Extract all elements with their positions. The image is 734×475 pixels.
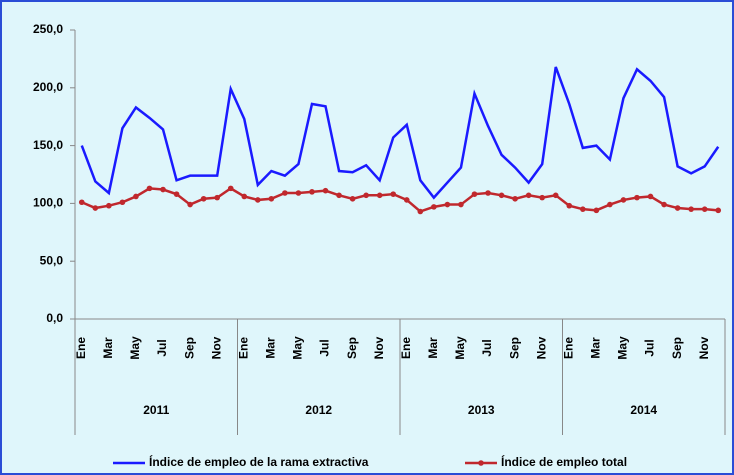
point-marker bbox=[282, 190, 288, 196]
point-marker bbox=[119, 199, 126, 206]
legend-label: Índice de empleo total bbox=[501, 454, 627, 469]
x-tick-label: May bbox=[616, 336, 630, 360]
point-marker bbox=[715, 207, 722, 214]
point-marker bbox=[431, 204, 437, 210]
point-marker bbox=[593, 207, 600, 214]
point-marker bbox=[241, 193, 248, 200]
point-marker bbox=[620, 197, 627, 203]
x-tick-label: Sep bbox=[670, 337, 684, 359]
x-tick-label: Nov bbox=[697, 336, 711, 359]
x-tick-label: Sep bbox=[507, 337, 521, 359]
legend-marker bbox=[478, 460, 484, 466]
point-marker bbox=[363, 192, 369, 199]
point-marker bbox=[200, 195, 207, 202]
x-tick-label: Jul bbox=[155, 339, 169, 356]
y-tick-label: 100,0 bbox=[33, 196, 63, 210]
point-marker bbox=[647, 193, 654, 200]
point-marker bbox=[227, 185, 234, 192]
x-tick-label: Nov bbox=[209, 336, 223, 359]
point-marker bbox=[309, 189, 315, 195]
point-marker bbox=[322, 187, 329, 194]
y-tick-label: 150,0 bbox=[33, 138, 63, 152]
point-marker bbox=[674, 205, 681, 211]
point-marker bbox=[539, 194, 545, 201]
point-marker bbox=[498, 192, 505, 199]
x-tick-label: May bbox=[128, 336, 142, 360]
point-marker bbox=[525, 192, 532, 199]
point-marker bbox=[688, 206, 694, 212]
point-marker bbox=[580, 206, 586, 212]
point-marker bbox=[146, 185, 153, 192]
point-marker bbox=[512, 195, 518, 202]
y-tick-label: 0,0 bbox=[46, 311, 63, 325]
point-marker bbox=[444, 201, 451, 208]
point-marker bbox=[403, 197, 410, 203]
legend-label: Índice de empleo de la rama extractiva bbox=[149, 454, 369, 469]
point-marker bbox=[471, 191, 478, 197]
x-tick-label: Ene bbox=[561, 337, 575, 359]
point-marker bbox=[133, 193, 139, 200]
x-tick-label: Nov bbox=[372, 336, 386, 359]
point-marker bbox=[214, 194, 220, 201]
x-tick-label: Mar bbox=[264, 337, 278, 359]
point-marker bbox=[376, 192, 383, 199]
x-tick-label: Nov bbox=[534, 336, 548, 359]
point-marker bbox=[92, 205, 99, 211]
point-marker bbox=[417, 208, 424, 215]
group-label: 2013 bbox=[468, 403, 495, 417]
y-tick-label: 50,0 bbox=[40, 253, 64, 267]
point-marker bbox=[336, 192, 342, 199]
x-tick-label: May bbox=[291, 336, 305, 360]
point-marker bbox=[485, 190, 491, 196]
series-line bbox=[80, 66, 720, 200]
point-marker bbox=[173, 191, 180, 197]
point-marker bbox=[160, 186, 166, 193]
point-marker bbox=[458, 201, 464, 208]
y-tick-label: 200,0 bbox=[33, 80, 63, 94]
point-marker bbox=[701, 206, 708, 212]
point-marker bbox=[255, 197, 261, 203]
x-tick-label: May bbox=[453, 336, 467, 360]
group-label: 2011 bbox=[143, 403, 169, 417]
point-marker bbox=[349, 195, 356, 202]
point-marker bbox=[268, 195, 275, 202]
point-marker bbox=[78, 199, 85, 206]
point-marker bbox=[295, 190, 302, 196]
x-tick-label: Mar bbox=[101, 337, 115, 359]
point-marker bbox=[566, 202, 573, 209]
point-marker bbox=[634, 194, 640, 201]
point-marker bbox=[607, 201, 613, 208]
group-label: 2012 bbox=[305, 403, 332, 417]
point-marker bbox=[390, 191, 397, 197]
y-tick-label: 250,0 bbox=[33, 22, 63, 36]
x-tick-label: Jul bbox=[318, 339, 332, 356]
point-marker bbox=[106, 202, 112, 209]
x-tick-label: Jul bbox=[480, 339, 494, 356]
x-tick-label: Jul bbox=[643, 339, 657, 356]
group-label: 2014 bbox=[630, 403, 657, 417]
x-tick-label: Sep bbox=[345, 337, 359, 359]
x-tick-label: Ene bbox=[236, 337, 250, 359]
point-marker bbox=[552, 192, 559, 199]
x-tick-label: Mar bbox=[426, 337, 440, 359]
point-marker bbox=[187, 201, 193, 208]
x-tick-label: Ene bbox=[74, 337, 88, 359]
x-tick-label: Mar bbox=[589, 337, 603, 359]
x-tick-label: Ene bbox=[399, 337, 413, 359]
x-tick-label: Sep bbox=[182, 337, 196, 359]
point-marker bbox=[661, 201, 667, 208]
